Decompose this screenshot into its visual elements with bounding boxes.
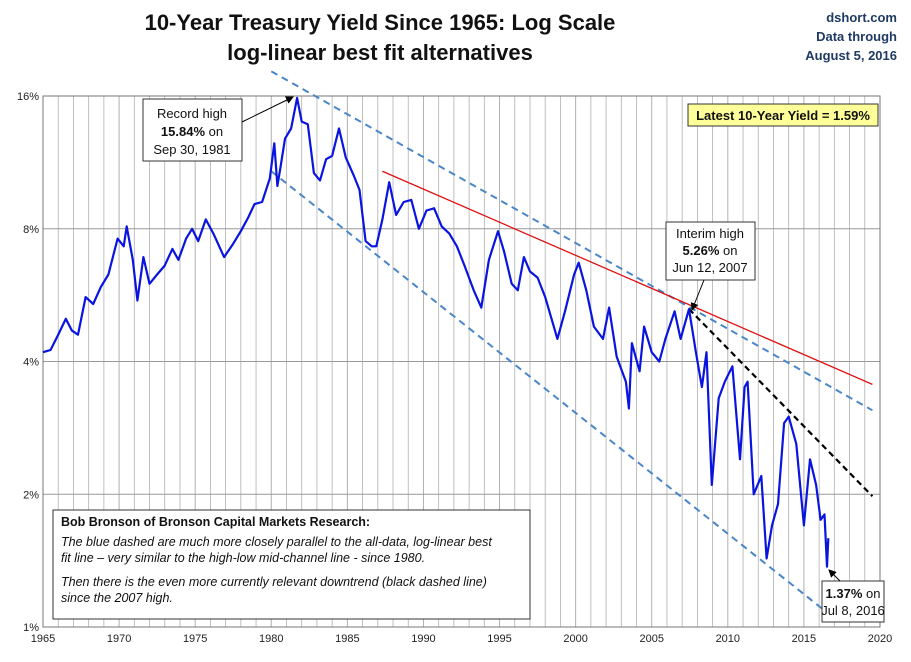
record-high-label: Record high (157, 106, 227, 121)
latest-yield-text: Latest 10-Year Yield = 1.59% (696, 108, 870, 123)
yield-series-line (42, 96, 830, 568)
interim-high-callout-box (665, 221, 756, 281)
note-box (52, 509, 531, 620)
x-tick-label: 2000 (563, 633, 587, 645)
x-tick-label: 1970 (107, 633, 131, 645)
x-tick-label: 2010 (716, 633, 740, 645)
x-tick-label: 1975 (183, 633, 207, 645)
interim-high-value: 5.26% (683, 243, 720, 258)
source-site: dshort.com (826, 10, 897, 25)
record-high-value-line: 15.84% on (161, 124, 223, 139)
interim-high-label: Interim high (676, 226, 744, 241)
x-tick-label: 2015 (792, 633, 816, 645)
plot-area-border (42, 95, 881, 628)
record-high-arrow (241, 96, 294, 123)
x-tick-label: 1990 (411, 633, 435, 645)
note-line-4: since the 2007 high. (61, 591, 173, 605)
data-through-date: August 5, 2016 (805, 48, 897, 63)
note-heading: Bob Bronson of Bronson Capital Markets R… (61, 515, 370, 529)
recent-low-arrow (828, 569, 841, 582)
note-line-3: Then there is the even more currently re… (61, 575, 487, 589)
record-high-date: Sep 30, 1981 (153, 142, 230, 157)
latest-yield-box (687, 103, 879, 127)
recent-low-value-line: 1.37% on (826, 586, 881, 601)
x-tick-label: 1995 (487, 633, 511, 645)
y-tick-label: 2% (23, 489, 39, 501)
chart-subtitle: log-linear best fit alternatives (227, 40, 533, 65)
recent-low-date: Jul 8, 2016 (821, 603, 885, 618)
interim-high-arrow (690, 279, 705, 311)
y-tick-label: 1% (23, 622, 39, 634)
recent-low-on: on (862, 586, 880, 601)
record-high-callout-box (142, 98, 243, 162)
note-line-2: fit line – very similar to the high-low … (61, 551, 425, 565)
x-tick-label: 1985 (335, 633, 359, 645)
y-tick-label: 16% (17, 91, 39, 103)
x-tick-label: 2005 (639, 633, 663, 645)
x-tick-label: 2020 (868, 633, 892, 645)
y-tick-label: 4% (23, 357, 39, 369)
trend-line-blue-dashed (270, 170, 828, 614)
source-credit: dshort.com Data through August 5, 2016 (805, 8, 897, 65)
trend-line-black-dashed (688, 308, 874, 497)
x-tick-label: 1980 (259, 633, 283, 645)
x-tick-label: 1965 (31, 633, 55, 645)
y-tick-label: 8% (23, 224, 39, 236)
record-high-on: on (205, 124, 223, 139)
note-line-1: The blue dashed are much more closely pa… (61, 535, 492, 549)
interim-high-date: Jun 12, 2007 (672, 260, 747, 275)
record-high-value: 15.84% (161, 124, 206, 139)
recent-low-callout-box (821, 580, 885, 623)
data-through-label: Data through (816, 29, 897, 44)
trend-line-red-solid (382, 170, 873, 385)
interim-high-on: on (719, 243, 737, 258)
interim-high-value-line: 5.26% on (683, 243, 738, 258)
chart-title: 10-Year Treasury Yield Since 1965: Log S… (144, 10, 616, 35)
recent-low-value: 1.37% (826, 586, 863, 601)
